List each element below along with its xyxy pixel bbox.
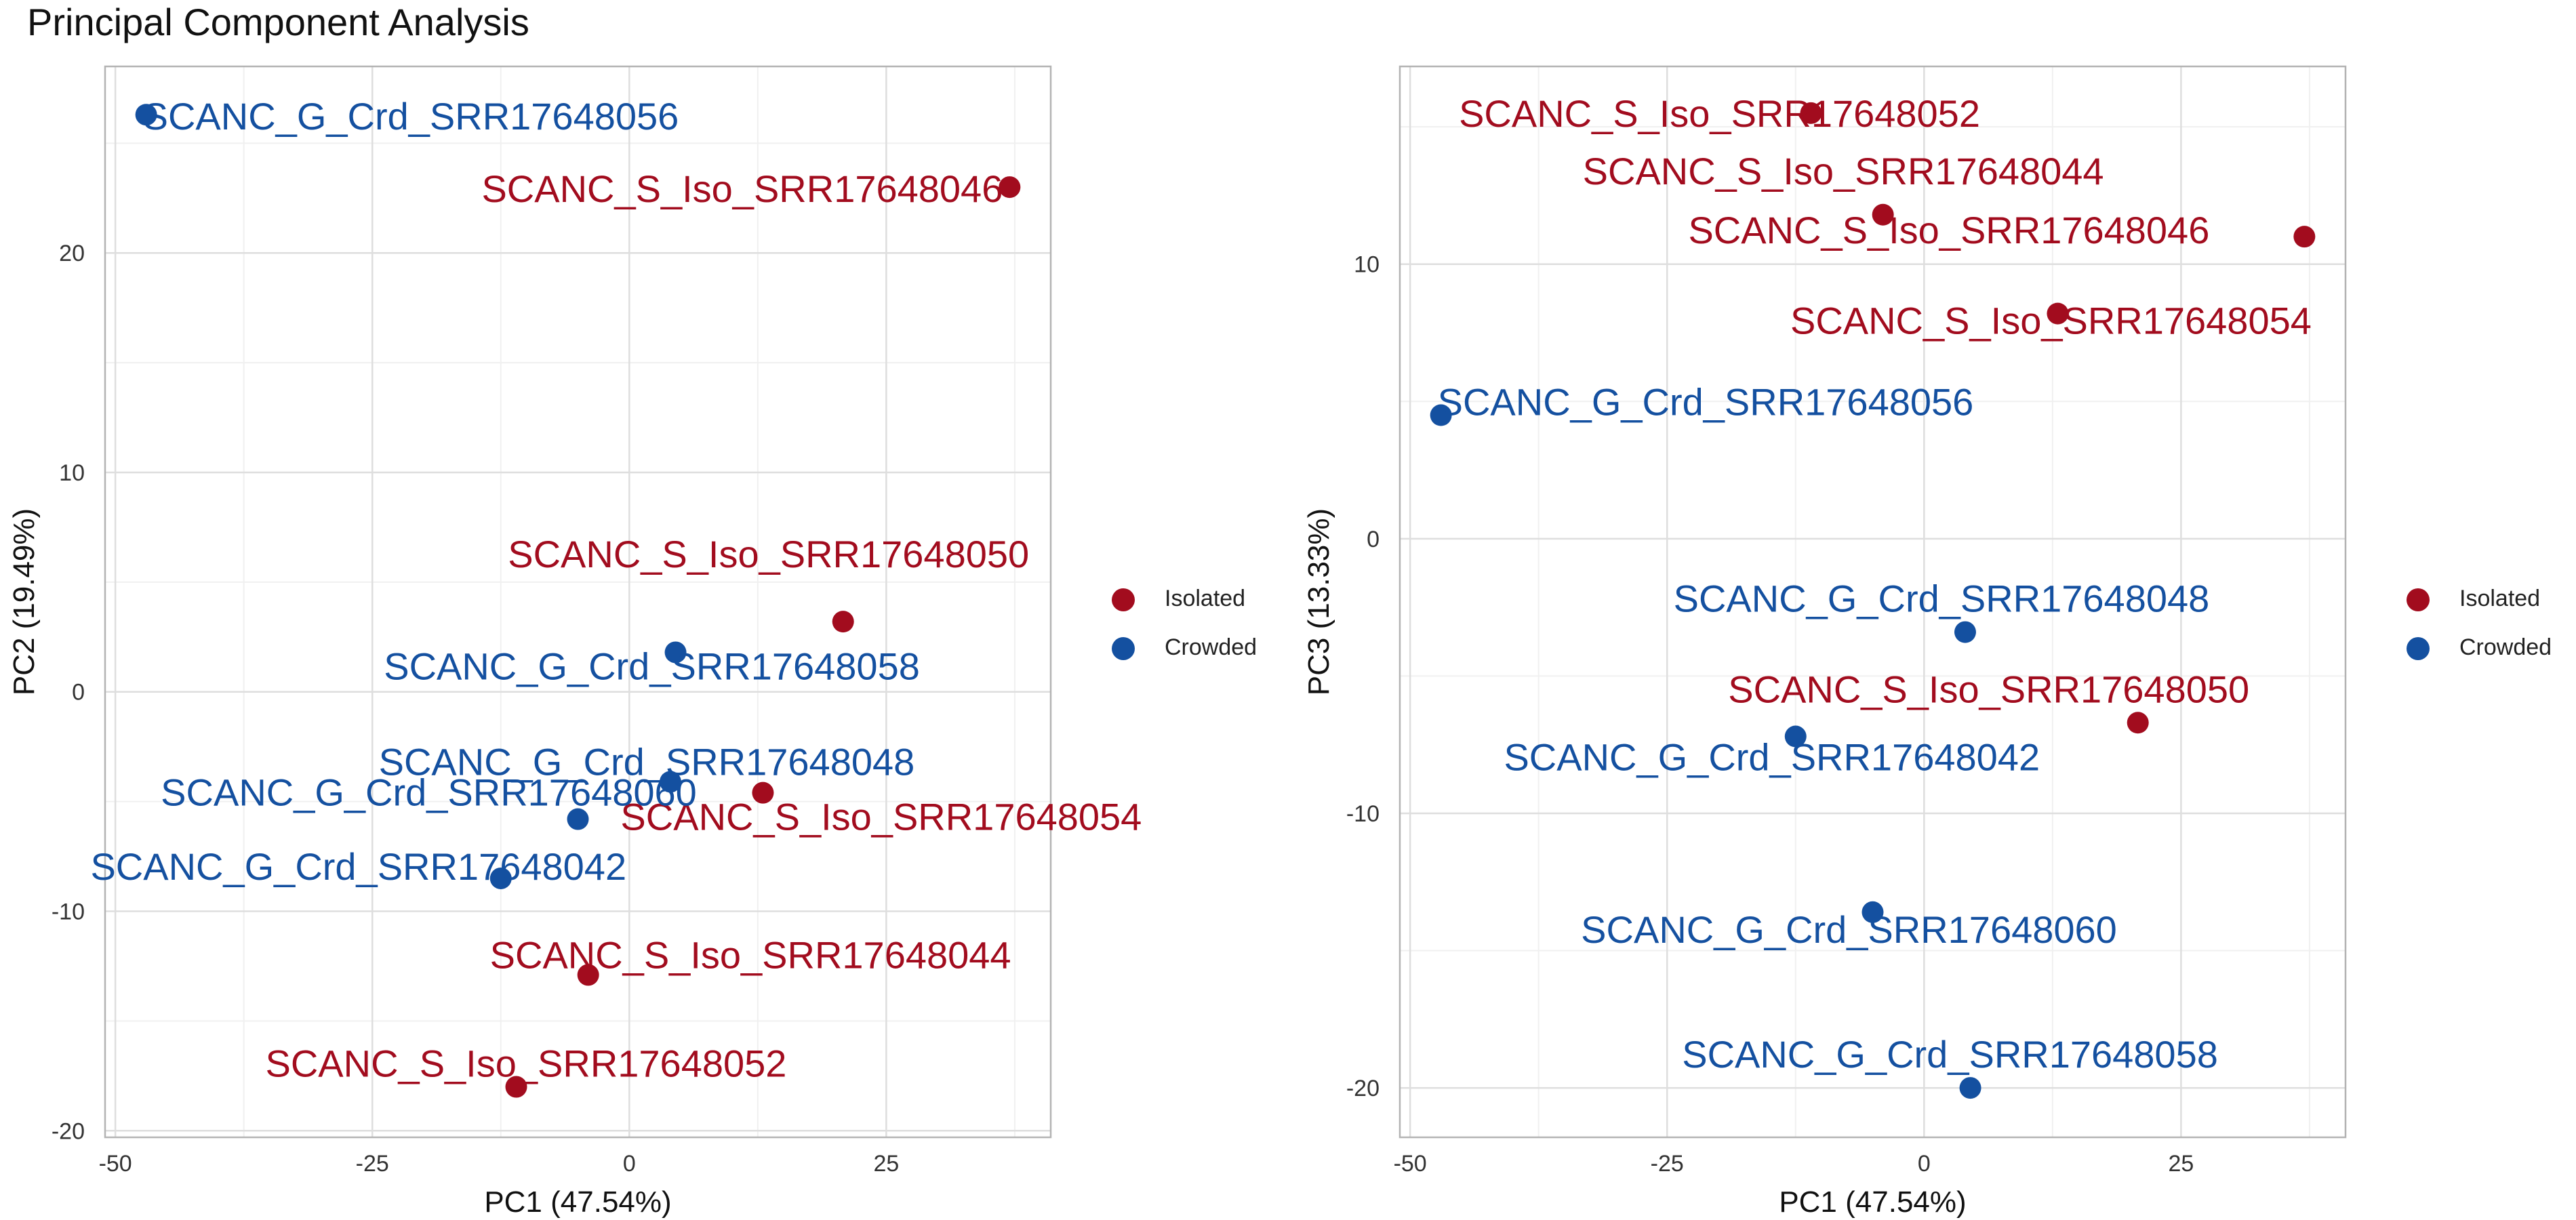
data-point-scanc-g-crd-srr17648056 (135, 104, 157, 126)
data-point-scanc-s-iso-srr17648050 (2127, 712, 2149, 734)
y-tick-label: 20 (59, 241, 85, 266)
plot-border (1398, 65, 2347, 1139)
point-label-scanc-g-crd-srr17648058: SCANC_G_Crd_SRR17648058 (384, 645, 920, 687)
x-tick-label: -25 (1651, 1151, 1684, 1177)
plot-area (105, 66, 1051, 1137)
data-point-scanc-g-crd-srr17648048 (1954, 621, 1976, 643)
y-tick-label: 10 (59, 460, 85, 486)
data-point-scanc-g-crd-srr17648042 (1784, 725, 1807, 748)
point-label-scanc-g-crd-srr17648056: SCANC_G_Crd_SRR17648056 (143, 95, 679, 138)
point-label-scanc-s-iso-srr17648050: SCANC_S_Iso_SRR17648050 (1728, 668, 2249, 710)
x-tick-label: 25 (2168, 1151, 2194, 1177)
data-point-scanc-s-iso-srr17648044 (577, 964, 599, 986)
point-label-scanc-g-crd-srr17648058: SCANC_G_Crd_SRR17648058 (1682, 1033, 2218, 1076)
y-tick-label: -20 (1346, 1076, 1380, 1101)
point-label-scanc-s-iso-srr17648054: SCANC_S_Iso_SRR17648054 (620, 796, 1142, 838)
data-point-scanc-g-crd-srr17648060 (567, 808, 589, 830)
data-point-scanc-s-iso-srr17648054 (2047, 302, 2069, 325)
point-label-scanc-s-iso-srr17648054: SCANC_S_Iso_SRR17648054 (1790, 300, 2312, 342)
point-label-scanc-g-crd-srr17648060: SCANC_G_Crd_SRR17648060 (161, 771, 697, 814)
data-point-scanc-s-iso-srr17648046 (999, 176, 1021, 199)
x-axis-title: PC1 (47.54%) (1779, 1185, 1966, 1219)
x-tick-label: -25 (356, 1151, 389, 1177)
point-label-scanc-s-iso-srr17648046: SCANC_S_Iso_SRR17648046 (1688, 209, 2209, 251)
data-point-scanc-s-iso-srr17648046 (2293, 226, 2316, 248)
x-tick-label: 0 (1918, 1151, 1931, 1177)
crowded-marker-icon (2407, 637, 2430, 660)
isolated-marker-icon (2407, 588, 2430, 611)
point-label-scanc-g-crd-srr17648042: SCANC_G_Crd_SRR17648042 (90, 845, 626, 888)
chart-panel-1: -50 -25 0 25 -20 -10 0 10 20 PC1 (47.54%) PC2 (19.… (7, 65, 1142, 1219)
point-label-scanc-s-iso-srr17648052: SCANC_S_Iso_SRR17648052 (1459, 92, 1980, 135)
point-label-scanc-s-iso-srr17648050: SCANC_S_Iso_SRR17648050 (508, 533, 1029, 575)
point-label-scanc-s-iso-srr17648044: SCANC_S_Iso_SRR17648044 (1583, 150, 2104, 192)
plot-area (1400, 66, 2346, 1137)
point-label-scanc-g-crd-srr17648056: SCANC_G_Crd_SRR17648056 (1438, 381, 1974, 424)
point-label-scanc-g-crd-srr17648060: SCANC_G_Crd_SRR17648060 (1581, 908, 2117, 951)
data-point-scanc-g-crd-srr17648060 (1861, 901, 1884, 923)
data-point-scanc-g-crd-srr17648048 (659, 771, 681, 793)
data-point-scanc-s-iso-srr17648052 (505, 1076, 527, 1098)
point-label-scanc-g-crd-srr17648042: SCANC_G_Crd_SRR17648042 (1504, 736, 2040, 779)
legend-label-crowded: Crowded (1165, 634, 1257, 660)
y-tick-label: -20 (52, 1118, 85, 1144)
legend-label-isolated: Isolated (1165, 586, 1246, 611)
data-point-scanc-s-iso-srr17648050 (832, 611, 854, 633)
isolated-marker-icon (1112, 588, 1135, 611)
y-axis-title: PC2 (19.49%) (7, 508, 41, 695)
y-axis-title: PC3 (13.33%) (1302, 508, 1335, 695)
chart-panel-2: -50 -25 0 25 -20 -10 0 10 PC1 (47.54%) PC3 (13.33… (1302, 65, 2347, 1219)
point-label-scanc-s-iso-srr17648046: SCANC_S_Iso_SRR17648046 (481, 167, 1003, 210)
y-tick-label: 10 (1354, 252, 1380, 278)
x-tick-label: 0 (623, 1151, 636, 1177)
plot-border (104, 65, 1052, 1139)
point-label-scanc-s-iso-srr17648052: SCANC_S_Iso_SRR17648052 (266, 1042, 787, 1085)
x-tick-label: -50 (1394, 1151, 1427, 1177)
y-tick-label: 0 (1367, 527, 1380, 552)
legend-label-crowded: Crowded (2459, 634, 2552, 660)
data-point-scanc-g-crd-srr17648056 (1430, 404, 1452, 426)
y-tick-label: 0 (72, 680, 85, 706)
crowded-marker-icon (1112, 637, 1135, 660)
data-point-scanc-s-iso-srr17648044 (1872, 203, 1894, 226)
data-point-scanc-s-iso-srr17648054 (752, 781, 774, 804)
figure-title: Principal Component Analysis (27, 1, 529, 43)
y-tick-label: -10 (52, 899, 85, 925)
x-tick-label: -50 (99, 1151, 132, 1177)
x-tick-label: 25 (873, 1151, 899, 1177)
point-label-scanc-g-crd-srr17648048: SCANC_G_Crd_SRR17648048 (1674, 577, 2210, 620)
data-point-scanc-g-crd-srr17648058 (664, 641, 687, 664)
data-point-scanc-s-iso-srr17648052 (1800, 102, 1822, 124)
data-point-scanc-g-crd-srr17648058 (1959, 1077, 1981, 1099)
data-point-scanc-g-crd-srr17648042 (489, 867, 512, 889)
legend-label-isolated: Isolated (2459, 586, 2541, 611)
point-label-scanc-g-crd-srr17648048: SCANC_G_Crd_SRR17648048 (379, 740, 915, 783)
x-axis-title: PC1 (47.54%) (484, 1185, 671, 1219)
y-tick-label: -10 (1346, 801, 1380, 827)
point-label-scanc-s-iso-srr17648044: SCANC_S_Iso_SRR17648044 (490, 933, 1011, 976)
